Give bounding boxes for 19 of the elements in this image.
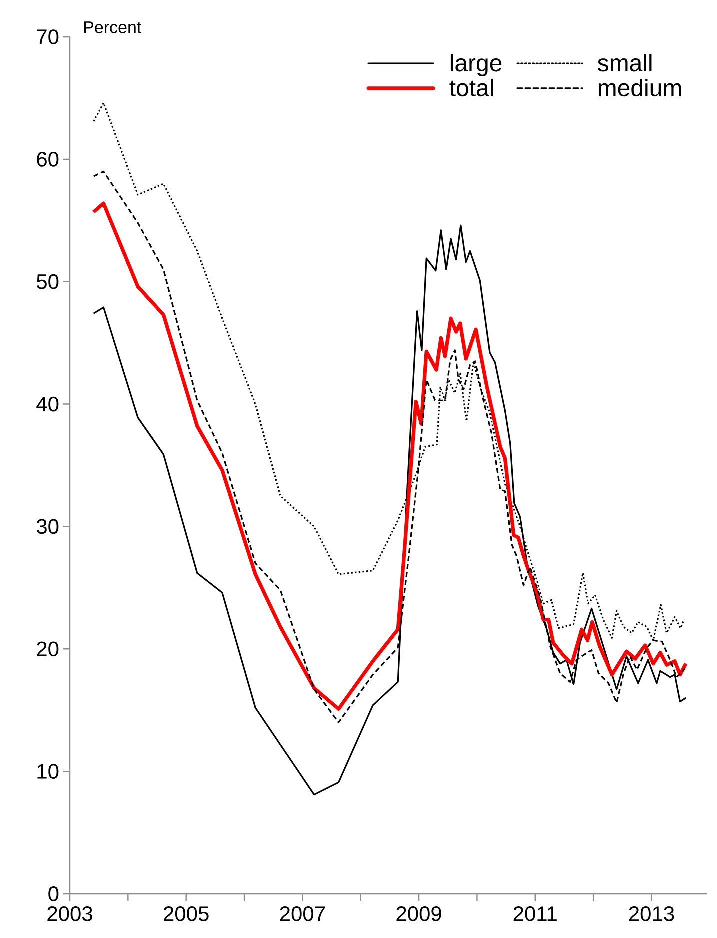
y-tick-label: 0 <box>48 886 59 902</box>
y-tick-label: 10 <box>38 764 59 779</box>
y-tick-label: 70 <box>37 30 59 44</box>
x-tick-label: 2009 <box>396 906 442 922</box>
legend-label: medium <box>598 78 682 97</box>
legend-label: total <box>450 78 494 97</box>
y-tick-label: 40 <box>36 396 59 412</box>
y-tick-label: 20 <box>37 642 59 657</box>
y-axis-title: Percent <box>84 22 142 34</box>
x-tick-label: 2007 <box>280 906 325 922</box>
x-tick-label: 2011 <box>514 906 557 922</box>
x-tick-label: 2003 <box>48 906 92 922</box>
x-tick-label: 2013 <box>629 906 674 922</box>
legend-label: large <box>450 54 502 76</box>
y-tick-label: 50 <box>36 274 59 290</box>
y-tick-label: 30 <box>36 519 59 534</box>
x-tick-label: 2005 <box>164 906 209 922</box>
legend-label: small <box>598 54 652 72</box>
y-tick-label: 60 <box>37 152 59 167</box>
